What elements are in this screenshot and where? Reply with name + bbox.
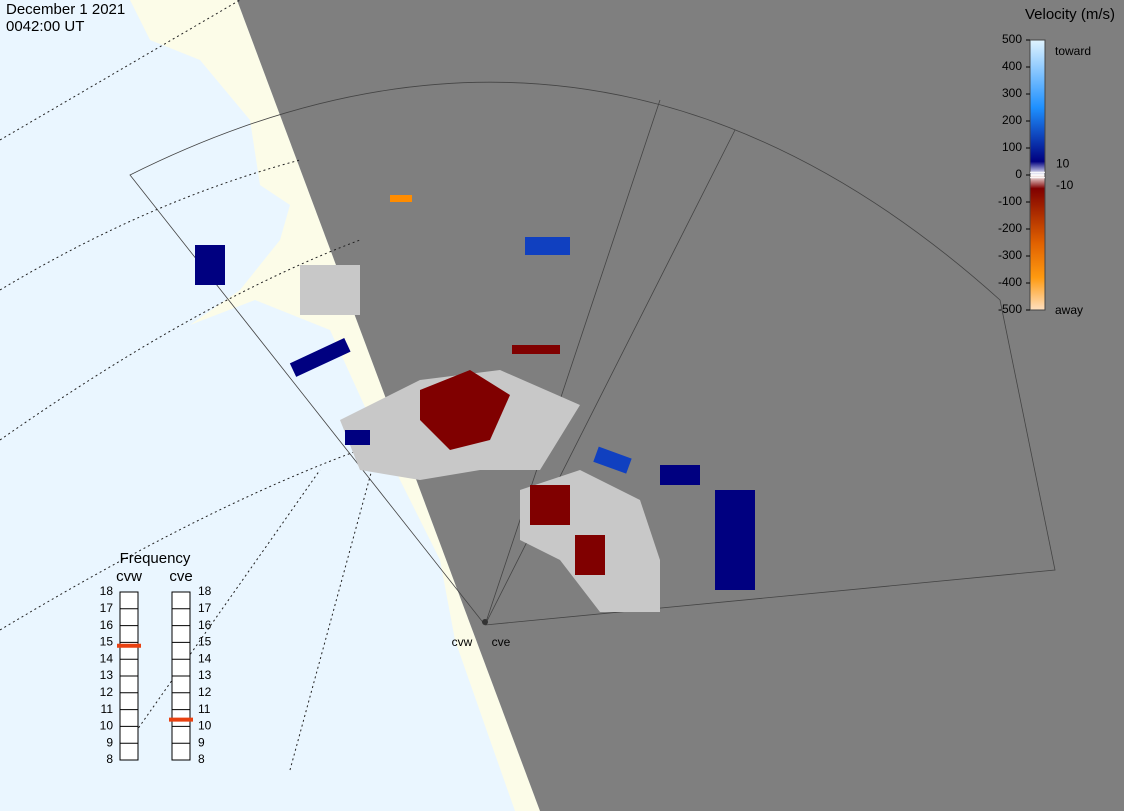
colorbar-tick-label: 400: [1002, 59, 1022, 73]
frequency-tick-label: 11: [101, 702, 114, 716]
time: 0042:00 UT: [6, 18, 84, 35]
frequency-tick-label: 11: [198, 702, 211, 716]
frequency-tick-label: 13: [198, 668, 212, 682]
colorbar-tick-label: 0: [1015, 167, 1022, 181]
frequency-tick-label: 17: [198, 601, 212, 615]
colorbar-tick-label: -500: [998, 302, 1022, 316]
frequency-tick-label: 9: [198, 735, 205, 749]
frequency-tick-label: 14: [100, 651, 114, 665]
frequency-tick-label: 9: [106, 735, 113, 749]
station-dot: [482, 619, 488, 625]
radar-name: cvw: [116, 568, 142, 585]
colorbar-title: Velocity (m/s): [1025, 6, 1115, 23]
frequency-tick-label: 10: [100, 719, 114, 733]
frequency-tick-label: 16: [198, 618, 212, 632]
frequency-tick-label: 13: [100, 668, 114, 682]
land: [100, 0, 540, 811]
night-region: [237, 0, 1124, 811]
colorbar-inner-label: -10: [1056, 178, 1074, 192]
frequency-title: Frequency: [120, 550, 191, 567]
frequency-tick-label: 8: [106, 752, 113, 766]
colorbar-tick-label: -400: [998, 275, 1022, 289]
frequency-tick-label: 18: [100, 584, 114, 598]
colorbar-tick-label: -100: [998, 194, 1022, 208]
frequency-tick-label: 15: [198, 635, 212, 649]
frequency-tick-label: 8: [198, 752, 205, 766]
colorbar-tick-label: 500: [1002, 32, 1022, 46]
date: December 1 2021: [6, 1, 125, 18]
colorbar-inner-label: 10: [1056, 156, 1070, 170]
scatter-cells: [195, 195, 755, 612]
colorbar-tick-label: 200: [1002, 113, 1022, 127]
frequency-tick-label: 12: [100, 685, 114, 699]
colorbar-tick-label: -200: [998, 221, 1022, 235]
frequency-tick-label: 10: [198, 719, 212, 733]
frequency-tick-label: 16: [100, 618, 114, 632]
station-label: cvw: [452, 635, 473, 649]
colorbar: [1029, 39, 1046, 311]
station-label: cve: [492, 635, 511, 649]
colorbar-bottom-label: away: [1055, 303, 1083, 317]
dynamic: 500 400 300 200 100 0 -100 -200 -300 -400 -500 10 -1…: [100, 32, 1074, 766]
colorbar-tick-label: -300: [998, 248, 1022, 262]
colorbar-top-label: toward: [1055, 44, 1091, 58]
colorbar-tick-label: 100: [1002, 140, 1022, 154]
frequency-tick-label: 14: [198, 651, 212, 665]
frequency-tick-label: 15: [100, 635, 114, 649]
frequency-tick-label: 18: [198, 584, 212, 598]
frequency-tick-label: 17: [100, 601, 114, 615]
colorbar-tick-label: 300: [1002, 86, 1022, 100]
frequency-tick-label: 12: [198, 685, 212, 699]
radar-name: cve: [169, 568, 192, 585]
